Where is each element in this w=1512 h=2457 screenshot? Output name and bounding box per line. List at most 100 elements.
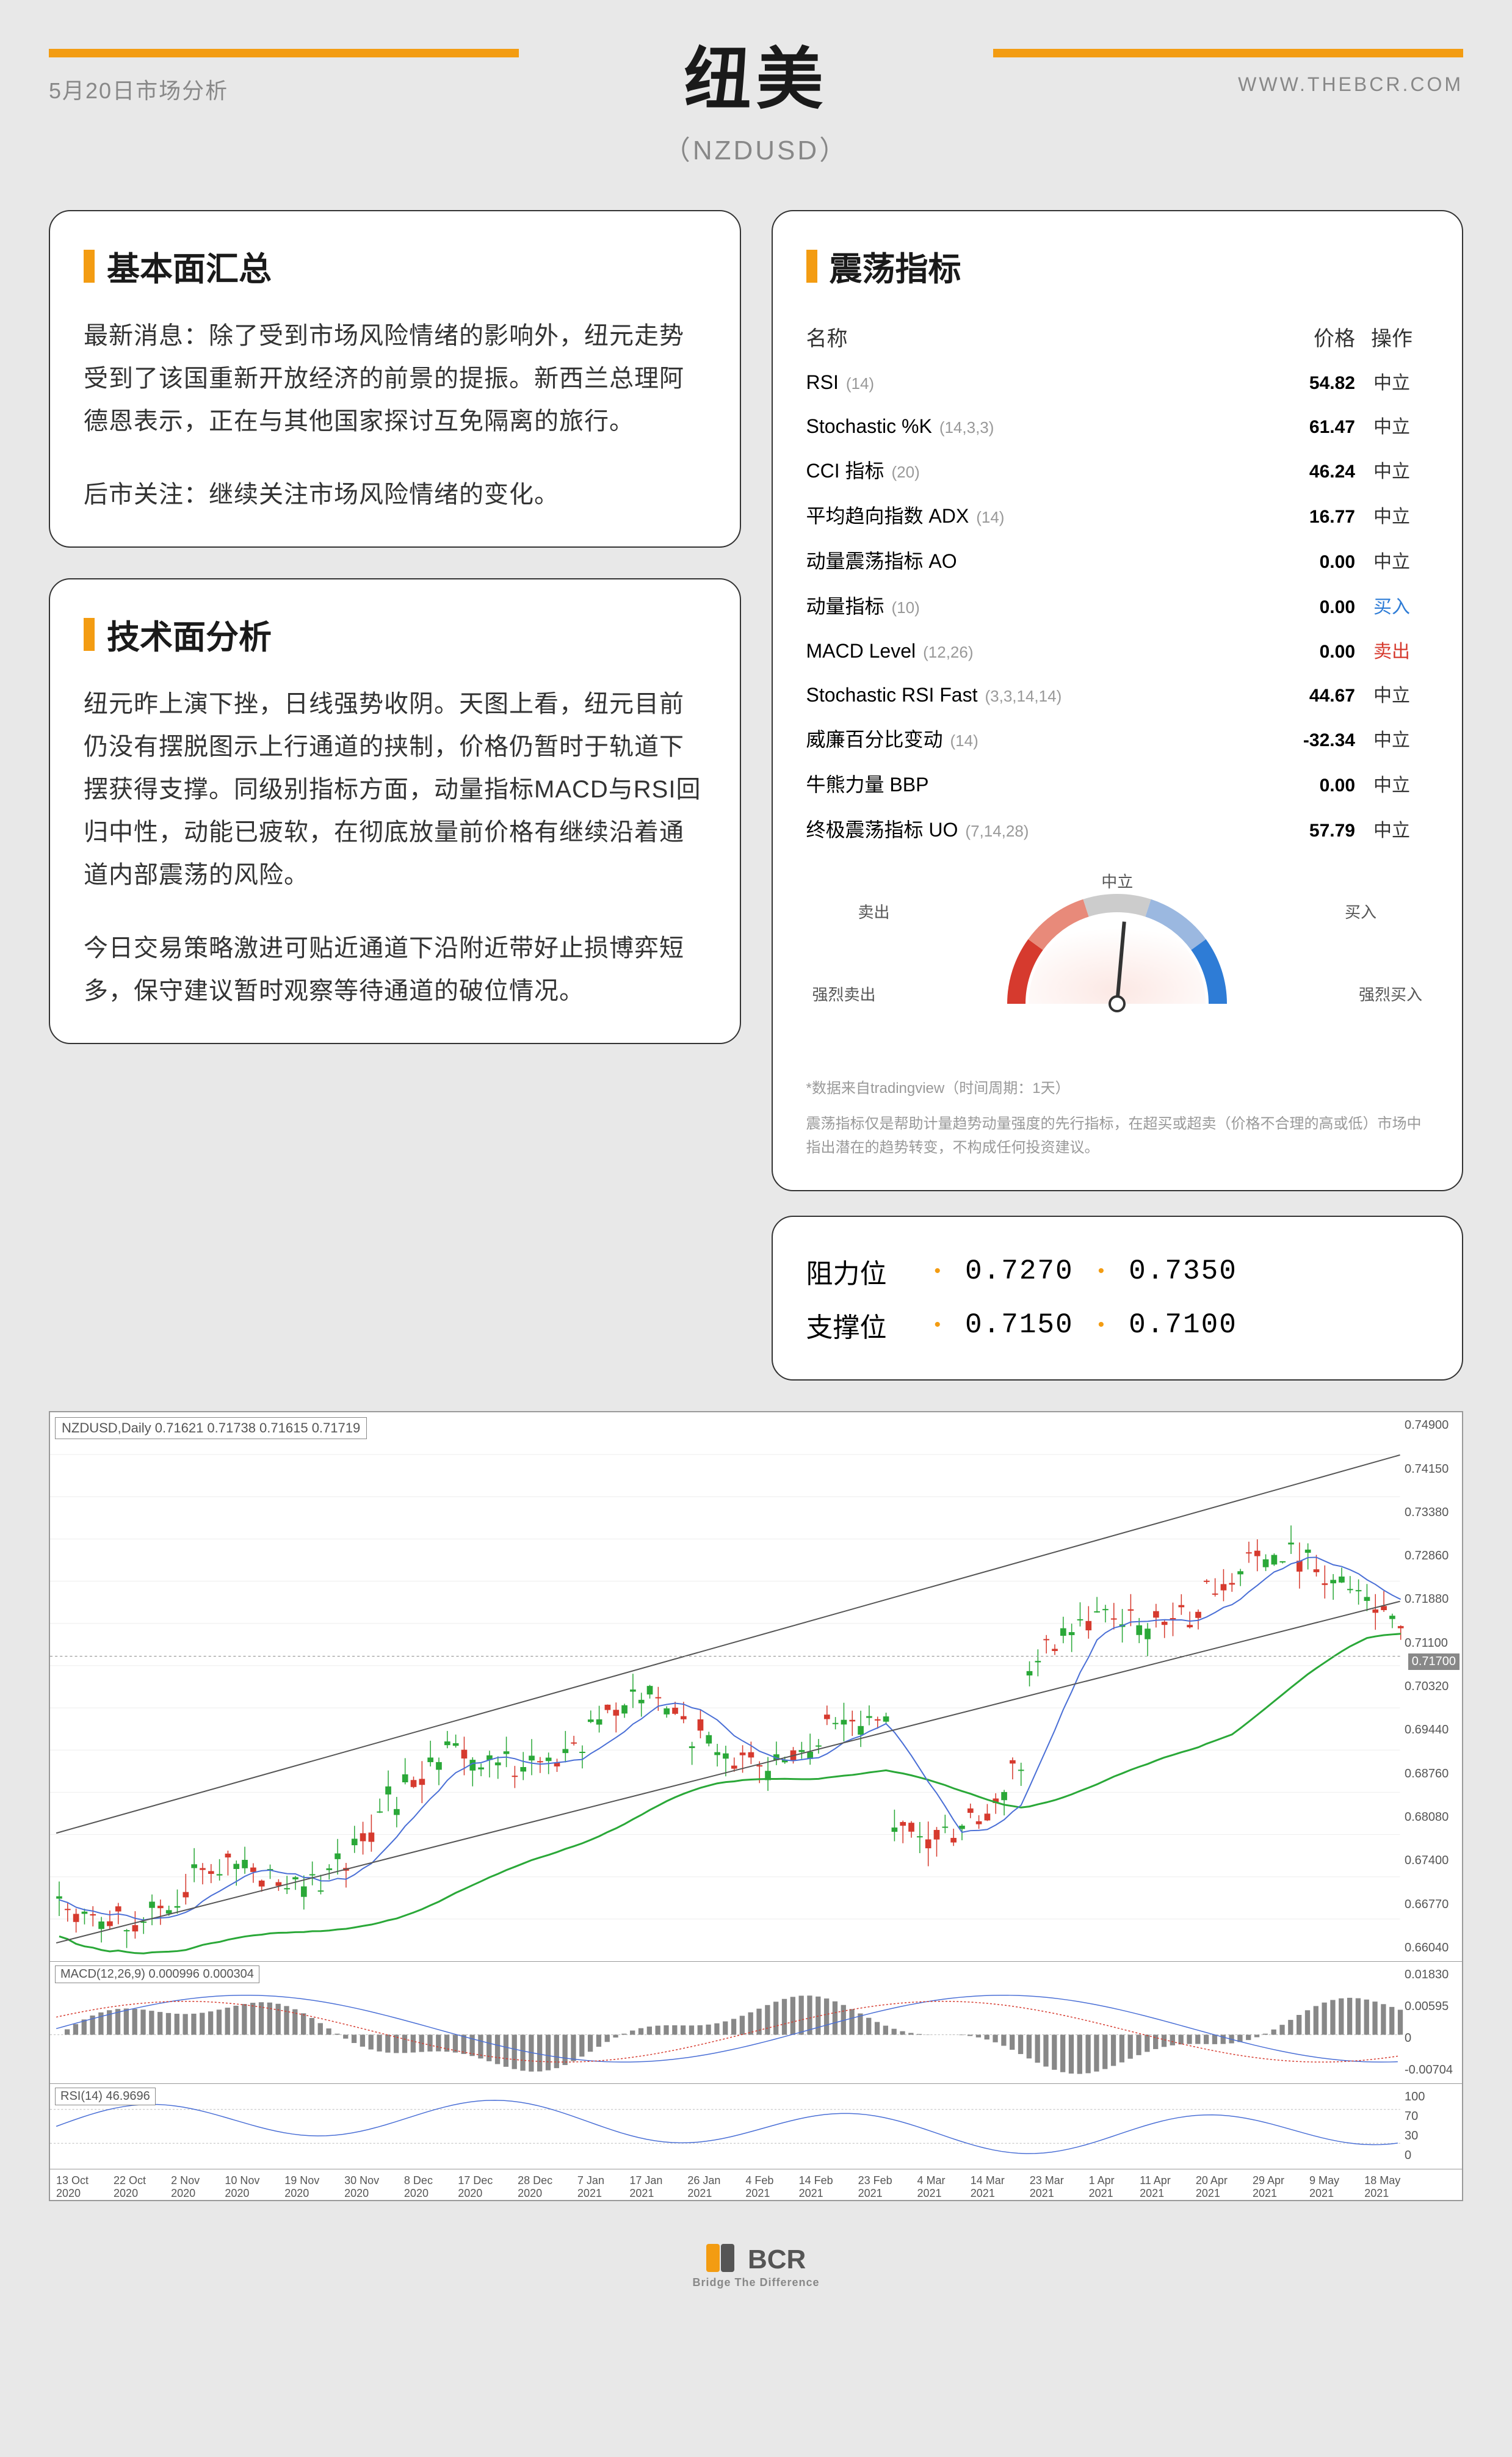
date-tick: 7 Jan 2021 [577,2174,629,2195]
fundamental-title: 基本面汇总 [107,242,272,290]
oscillator-row: 牛熊力量 BBP 0.00 中立 [806,761,1429,806]
fundamental-para1: 最新消息：除了受到市场风险情绪的影响外，纽元走势受到了该国重新开放经济的前景的提… [84,314,706,443]
gauge-buy: 买入 [1345,900,1376,923]
technical-para1: 纽元昨上演下挫，日线强势收阴。天图上看，纽元目前仍没有摆脱图示上行通道的挟制，价… [84,683,706,896]
date-tick: 10 Nov 2020 [225,2174,284,2195]
osc-name: CCI 指标(20) [806,455,1270,484]
levels-card: 阻力位 • 0.7270 • 0.7350 支撑位 • 0.7150 • 0.7… [772,1216,1464,1381]
brand-tagline: Bridge The Difference [0,2276,1512,2289]
fundamental-card: 基本面汇总 最新消息：除了受到市场风险情绪的影响外，纽元走势受到了该国重新开放经… [49,210,741,548]
date-tick: 19 Nov 2020 [284,2174,344,2195]
header-date: 5月20日市场分析 [49,73,228,105]
bullet-icon: • [1098,1315,1105,1335]
technical-para2: 今日交易策略激进可贴近通道下沿附近带好止损博弈短多，保守建议暂时观察等待通道的破… [84,927,706,1012]
disclaimer-line2: 震荡指标仅是帮助计量趋势动量强度的先行指标，在超买或超卖（价格不合理的高或低）市… [806,1112,1429,1160]
gauge-sell: 卖出 [858,900,890,923]
date-tick: 28 Dec 2020 [518,2174,577,2195]
osc-name: 牛熊力量 BBP [806,769,1270,797]
y-axis: 0.749000.741500.733800.728600.718800.711… [1405,1412,1460,1961]
osc-value: 44.67 [1270,686,1355,706]
osc-value: 0.00 [1270,642,1355,662]
r1-value: 0.7270 [965,1255,1074,1287]
title-marker-icon [806,250,817,283]
s1-value: 0.7150 [965,1309,1074,1341]
gauge-neutral: 中立 [1101,869,1133,892]
date-tick: 17 Jan 2021 [629,2174,687,2195]
osc-action: 中立 [1355,368,1428,394]
osc-value: 16.77 [1270,507,1355,528]
osc-name: RSI(14) [806,371,1270,394]
date-tick: 29 Apr 2021 [1253,2174,1309,2195]
osc-action: 中立 [1355,546,1428,573]
col-action: 操作 [1355,322,1428,352]
brand-name: BCR [748,2245,806,2274]
technical-card: 技术面分析 纽元昨上演下挫，日线强势收阴。天图上看，纽元目前仍没有摆脱图示上行通… [49,578,741,1044]
title-marker-icon [84,250,95,283]
footer: BCR Bridge The Difference [0,2226,1512,2320]
header-url: WWW.THEBCR.COM [1238,73,1463,96]
oscillator-row: Stochastic %K(14,3,3) 61.47 中立 [806,403,1429,447]
page-subtitle: （NZDUSD） [49,128,1463,167]
osc-value: 0.00 [1270,775,1355,796]
osc-action: 卖出 [1355,636,1428,663]
date-tick: 18 May 2021 [1364,2174,1425,2195]
osc-name: Stochastic %K(14,3,3) [806,415,1270,438]
disclaimer-line1: *数据来自tradingview（时间周期：1天） [806,1077,1429,1100]
osc-action: 中立 [1355,680,1428,707]
date-tick: 2 Nov 2020 [171,2174,225,2195]
oscillator-row: MACD Level(12,26) 0.00 卖出 [806,628,1429,672]
date-tick: 23 Feb 2021 [858,2174,917,2195]
date-tick: 1 Apr 2021 [1089,2174,1140,2195]
title-marker-icon [84,618,95,651]
macd-label: MACD(12,26,9) 0.000996 0.000304 [55,1965,259,1983]
s2-value: 0.7100 [1129,1309,1237,1341]
rsi-y-axis: 10070300 [1405,2084,1460,2169]
bullet-icon: • [1098,1261,1105,1282]
brand-icon [706,2244,734,2279]
chart-info-bar: NZDUSD,Daily 0.71621 0.71738 0.71615 0.7… [55,1417,367,1439]
osc-action: 中立 [1355,725,1428,752]
date-tick: 11 Apr 2021 [1140,2174,1196,2195]
oscillator-row: 终极震荡指标 UO(7,14,28) 57.79 中立 [806,806,1429,851]
osc-value: 54.82 [1270,373,1355,394]
oscillator-row: RSI(14) 54.82 中立 [806,359,1429,403]
osc-name: 终极震荡指标 UO(7,14,28) [806,815,1270,843]
oscillator-row: CCI 指标(20) 46.24 中立 [806,447,1429,492]
oscillator-row: 动量指标(10) 0.00 买入 [806,582,1429,628]
resistance-label: 阻力位 [806,1252,910,1291]
date-tick: 9 May 2021 [1309,2174,1364,2195]
oscillator-table: 名称 价格 操作 RSI(14) 54.82 中立 Stochastic %K(… [806,314,1429,851]
osc-value: 0.00 [1270,597,1355,618]
oscillator-row: Stochastic RSI Fast(3,3,14,14) 44.67 中立 [806,672,1429,716]
oscillator-card: 震荡指标 名称 价格 操作 RSI(14) 54.82 中立 Stochasti… [772,210,1464,1191]
macd-y-axis: 0.018300.005950-0.00704 [1405,1962,1460,2083]
date-tick: 20 Apr 2021 [1196,2174,1253,2195]
osc-name: 动量指标(10) [806,591,1270,619]
date-tick: 22 Oct 2020 [114,2174,171,2195]
date-tick: 8 Dec 2020 [404,2174,458,2195]
support-label: 支撑位 [806,1305,910,1345]
osc-name: MACD Level(12,26) [806,640,1270,662]
osc-value: 0.00 [1270,552,1355,573]
oscillator-row: 动量震荡指标 AO 0.00 中立 [806,537,1429,582]
date-tick: 17 Dec 2020 [458,2174,518,2195]
date-tick: 4 Feb 2021 [745,2174,798,2195]
osc-action: 中立 [1355,412,1428,438]
date-tick: 23 Mar 2021 [1030,2174,1089,2195]
osc-name: 威廉百分比变动(14) [806,724,1270,752]
osc-action: 中立 [1355,501,1428,528]
rsi-label: RSI(14) 46.9696 [55,2088,156,2105]
date-tick: 26 Jan 2021 [687,2174,745,2195]
bullet-icon: • [935,1315,941,1335]
osc-value: -32.34 [1270,730,1355,751]
osc-action: 买入 [1355,592,1428,619]
oscillator-row: 威廉百分比变动(14) -32.34 中立 [806,716,1429,761]
price-chart: NZDUSD,Daily 0.71621 0.71738 0.71615 0.7… [49,1411,1463,2201]
bullet-icon: • [935,1261,941,1282]
osc-action: 中立 [1355,770,1428,797]
osc-name: 动量震荡指标 AO [806,546,1270,574]
osc-action: 中立 [1355,815,1428,842]
technical-title: 技术面分析 [107,610,272,658]
r2-value: 0.7350 [1129,1255,1237,1287]
osc-name: Stochastic RSI Fast(3,3,14,14) [806,684,1270,706]
